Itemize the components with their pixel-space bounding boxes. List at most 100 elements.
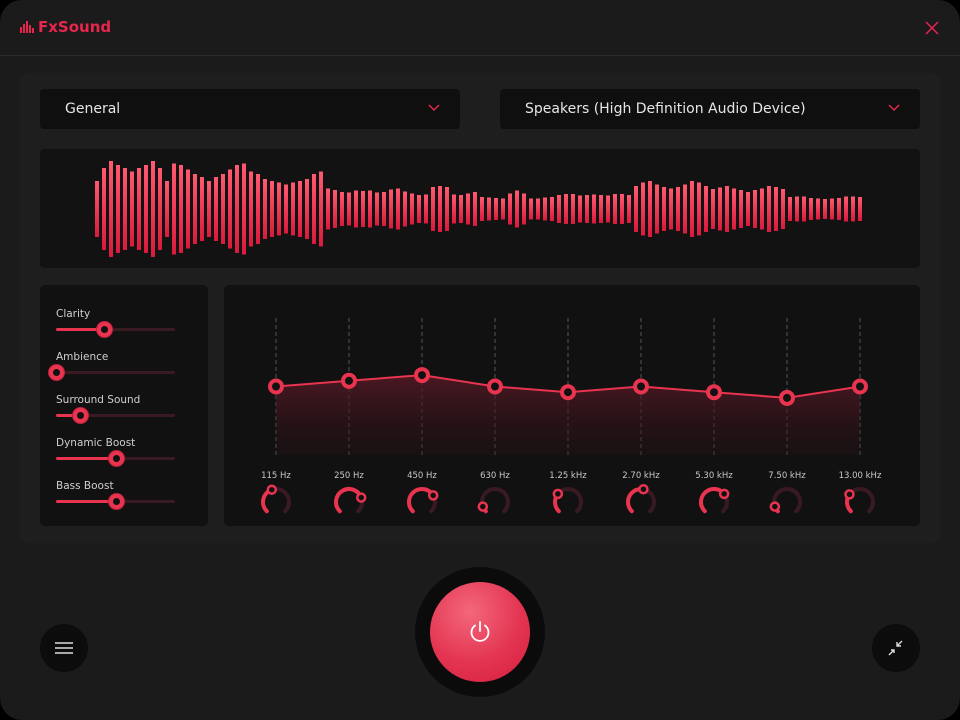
waveform-bar (298, 181, 302, 237)
eq-band-handle[interactable] (706, 384, 722, 401)
waveform-bar (599, 195, 603, 223)
slider-thumb[interactable] (108, 494, 124, 509)
collapse-button[interactable] (872, 624, 920, 672)
slider-thumb[interactable] (96, 322, 112, 337)
waveform-bar (382, 192, 386, 226)
waveform-bar (718, 187, 722, 231)
effect-slider-clarity[interactable] (56, 322, 175, 337)
waveform-bar (438, 186, 442, 232)
waveform-bar (452, 194, 456, 224)
eq-knob-13-00-khz[interactable] (844, 489, 855, 500)
waveform-bar (809, 198, 813, 220)
preset-dropdown[interactable]: General (40, 89, 460, 129)
eq-knob-1-25-khz[interactable] (552, 488, 564, 500)
waveform-bar (739, 190, 743, 228)
waveform-bar (256, 174, 260, 244)
waveform-bar (592, 194, 596, 224)
eq-band-handle[interactable] (560, 384, 576, 401)
title-bar: FxSound (0, 0, 960, 56)
eq-knob-450-hz[interactable] (427, 490, 439, 501)
waveform-bar (753, 190, 757, 228)
app-logo: FxSound (20, 18, 111, 36)
eq-knob-2-70-khz[interactable] (638, 483, 649, 495)
hamburger-icon (55, 642, 73, 654)
preset-value: General (65, 101, 121, 117)
waveform-bar (634, 186, 638, 232)
waveform-bar (326, 188, 330, 230)
eq-knob-5-30-khz[interactable] (718, 488, 730, 500)
effect-label: Clarity (56, 308, 91, 320)
waveform-bar (564, 194, 568, 224)
power-button[interactable] (430, 582, 530, 682)
waveform-bar (480, 197, 484, 221)
eq-knob-115-hz[interactable] (266, 484, 278, 495)
waveform-bar (368, 190, 372, 228)
waveform-svg (95, 161, 862, 257)
waveform-bar (130, 171, 134, 247)
close-icon[interactable] (922, 18, 942, 38)
waveform-bar (228, 169, 232, 249)
waveform-bar (193, 174, 197, 244)
eq-band-handle[interactable] (487, 378, 503, 395)
chevron-down-icon (428, 104, 440, 112)
eq-band-handle[interactable] (633, 378, 649, 395)
effect-slider-surround-sound[interactable] (56, 408, 175, 423)
effect-slider-dynamic-boost[interactable] (56, 451, 175, 466)
eq-band-handle[interactable] (852, 378, 868, 395)
eq-frequency-label: 1.25 kHz (549, 471, 587, 481)
eq-band-handle[interactable] (268, 378, 284, 395)
waveform-bar (417, 195, 421, 223)
eq-frequency-label: 115 Hz (261, 471, 291, 481)
eq-band-handle[interactable] (414, 367, 430, 384)
waveform-bar (291, 182, 295, 236)
effect-label: Surround Sound (56, 394, 141, 406)
waveform-bar (151, 161, 155, 257)
waveform-bar (466, 193, 470, 225)
slider-fill (56, 414, 80, 417)
waveform-bar (620, 194, 624, 224)
waveform-bar (172, 163, 176, 255)
waveform-bar (242, 163, 246, 255)
waveform-bar (746, 192, 750, 226)
waveform-bar (284, 184, 288, 234)
effect-label: Ambience (56, 351, 109, 363)
waveform-bar (536, 198, 540, 220)
eq-frequency-label: 13.00 kHz (838, 471, 882, 481)
slider-thumb[interactable] (72, 408, 88, 423)
waveform-bar (333, 190, 337, 228)
eq-knob-7-50-khz[interactable] (769, 501, 781, 512)
waveform-bar (648, 181, 652, 237)
waveform-bar (116, 165, 120, 253)
waveform-bar (837, 198, 841, 220)
waveform-bar (221, 174, 225, 244)
waveform-bar (424, 194, 428, 224)
effect-slider-bass-boost[interactable] (56, 494, 175, 509)
waveform-bar (522, 193, 526, 225)
eq-knob-250-hz[interactable] (355, 492, 367, 503)
waveform-bar (795, 196, 799, 222)
slider-thumb[interactable] (49, 365, 64, 380)
effect-slider-ambience[interactable] (49, 365, 175, 380)
slider-thumb[interactable] (108, 451, 124, 466)
waveform-bar (613, 194, 617, 224)
waveform-bar (802, 196, 806, 222)
waveform-bar (585, 195, 589, 223)
eq-frequency-label: 630 Hz (480, 471, 510, 481)
eq-band-handle[interactable] (341, 372, 357, 389)
eq-band-handle[interactable] (779, 389, 795, 406)
chevron-down-icon (888, 104, 900, 112)
menu-button[interactable] (40, 624, 88, 672)
waveform-bar (760, 188, 764, 230)
waveform-bar (571, 194, 575, 224)
eq-knob-630-hz[interactable] (477, 501, 489, 512)
waveform-bar (487, 197, 491, 221)
waveform-bar (263, 179, 267, 239)
output-device-dropdown[interactable]: Speakers (High Definition Audio Device) (500, 89, 920, 129)
waveform-bar (627, 195, 631, 223)
waveform-bar (676, 187, 680, 231)
waveform-bar (235, 165, 239, 253)
eq-graph (261, 318, 875, 514)
waveform-bar (270, 181, 274, 237)
app-title: FxSound (38, 18, 112, 36)
waveform-bar (529, 198, 533, 220)
